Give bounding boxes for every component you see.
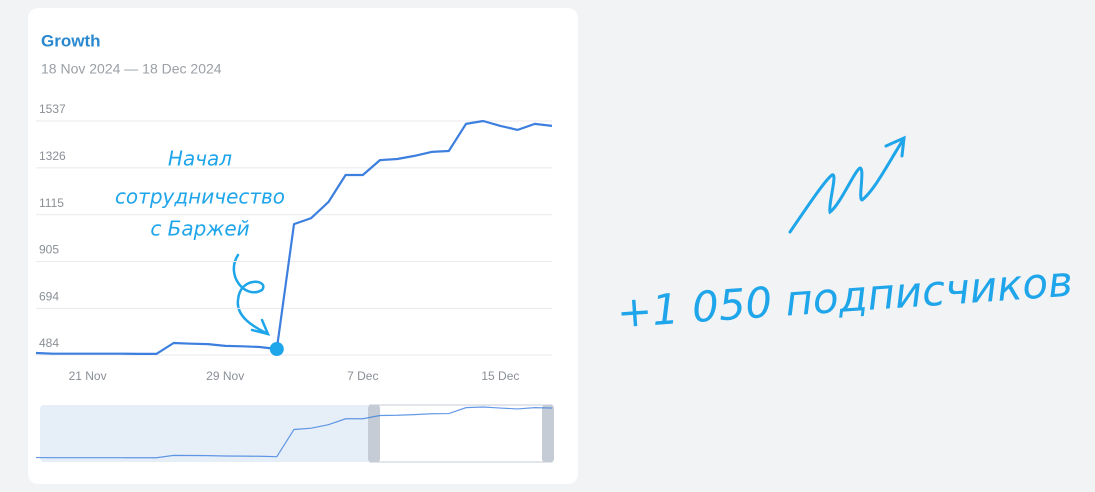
x-tick-label: 21 Nov [69,369,107,383]
line [35,119,553,355]
navigator-handle[interactable] [368,405,380,462]
y-tick-label: 484 [39,336,59,350]
arrow-curve [232,253,268,335]
y-tick-label: 1326 [39,149,66,163]
marker [269,342,284,356]
x-tick-label: 7 Dec [347,369,378,383]
annotation: Начал [168,147,232,171]
x-tick-label: 15 Dec [481,369,519,383]
navigator-line [35,406,553,459]
growth-arrow [788,138,905,234]
y-tick-label: 905 [39,243,59,257]
annotation: с Баржей [150,217,249,241]
y-tick-label: 1115 [39,196,64,210]
arrow-head [250,318,271,336]
navigator-handle[interactable] [542,405,554,462]
annotation: сотрудничество [115,185,285,209]
growth-arrow-head [884,135,906,158]
y-tick-label: 694 [39,290,59,304]
chart-title: Growth [41,31,101,50]
navigator-window [369,404,553,463]
chart-subtitle: 18 Nov 2024 — 18 Dec 2024 [41,61,222,77]
x-tick-label: 29 Nov [206,369,244,383]
y-tick-label: 1537 [39,102,66,116]
annotation: +1 050 подписчиков [615,257,1074,338]
card [28,8,578,484]
